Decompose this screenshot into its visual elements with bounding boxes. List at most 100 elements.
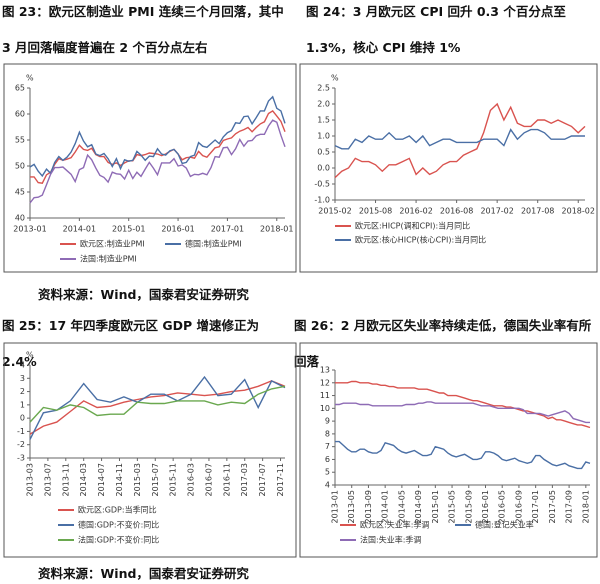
y-tick-label: 45 <box>15 188 25 197</box>
x-tick-label: 2014-03 <box>79 463 88 496</box>
y-tick-label: 65 <box>15 84 25 93</box>
x-tick-label: 2017-05 <box>548 490 557 523</box>
x-tick-label: 2013-01 <box>331 490 340 523</box>
x-tick-label: 2015-03 <box>133 463 142 496</box>
y-tick-label: 2.0 <box>317 100 330 109</box>
y-tick-label: 4 <box>20 361 25 370</box>
y-tick-label: -3 <box>17 454 25 463</box>
chart-frame <box>3 342 297 558</box>
x-tick-label: 2015-05 <box>448 490 457 523</box>
y-tick-label: 12 <box>320 378 330 387</box>
line-series <box>29 385 286 423</box>
y-tick-label: 1.0 <box>317 132 330 141</box>
y-tick-label: 40 <box>15 214 25 223</box>
line-series <box>29 95 286 178</box>
x-tick-label: 2014-09 <box>414 490 423 523</box>
x-tick-label: 2013-09 <box>364 490 373 523</box>
y-tick-label: 4 <box>325 481 330 490</box>
x-tick-label: 2014-11 <box>115 463 124 496</box>
y-tick-label: 60 <box>15 110 25 119</box>
x-tick-label: 2014-01 <box>381 490 390 523</box>
x-tick-label: 2015-01 <box>431 490 440 523</box>
line-series <box>335 440 591 470</box>
x-tick-label: 2016-08 <box>440 207 473 216</box>
x-tick-label: 2017-11 <box>276 463 285 496</box>
x-tick-label: 2016-07 <box>204 463 213 496</box>
y-tick-label: 55 <box>15 136 25 145</box>
y-tick-label: 8 <box>325 429 330 438</box>
legend-label: 德国:GDP:不变价:同比 <box>78 520 159 530</box>
x-tick-label: 2017-02 <box>480 207 513 216</box>
source-note: 资料来源：Wind，国泰君安证券研究 <box>38 566 249 581</box>
line-series <box>29 380 286 435</box>
y-unit: % <box>26 74 34 83</box>
x-tick-label: 2013-03 <box>26 463 35 496</box>
x-tick-label: 2017-08 <box>521 207 554 216</box>
x-tick-label: 2016-02 <box>399 207 432 216</box>
y-tick-label: -2 <box>17 440 25 449</box>
x-tick-label: 2015-08 <box>359 207 392 216</box>
x-tick-label: 2013-11 <box>61 463 70 496</box>
x-tick-label: 2014-07 <box>97 463 106 496</box>
x-tick-label: 2014-05 <box>397 490 406 523</box>
legend-label: 法国:制造业PMI <box>80 254 137 264</box>
y-tick-label: 50 <box>15 162 25 171</box>
x-tick-label: 2017-07 <box>258 463 267 496</box>
x-tick-label: 2017-01 <box>531 490 540 523</box>
legend-label: 欧元区:制造业PMI <box>80 239 145 249</box>
y-tick-label: 3 <box>20 374 25 383</box>
y-tick-label: -0.5 <box>314 180 330 189</box>
y-tick-label: 10 <box>320 404 330 413</box>
legend-label: 法国:失业率:季调 <box>360 535 421 545</box>
y-tick-label: -1 <box>17 427 25 436</box>
y-tick-label: 5 <box>325 468 330 477</box>
line-series <box>335 380 591 429</box>
x-tick-label: 2015-01 <box>112 225 145 234</box>
chart-frame <box>299 342 598 558</box>
line-series <box>334 128 585 150</box>
x-tick-label: 2016-05 <box>498 490 507 523</box>
y-tick-label: -1.0 <box>314 196 330 205</box>
x-tick-label: 2014-01 <box>63 225 96 234</box>
figure-caption: 图 24：3 月欧元区 CPI 回升 0.3 个百分点至 1.3%，核心 CPI… <box>306 4 566 55</box>
line-series <box>30 109 286 184</box>
y-tick-label: 9 <box>325 417 330 426</box>
x-tick-label: 2015-09 <box>464 490 473 523</box>
y-tick-label: 11 <box>320 391 330 400</box>
y-tick-label: 0.5 <box>317 148 330 157</box>
x-tick-label: 2013-01 <box>13 225 46 234</box>
x-tick-label: 2015-02 <box>318 207 351 216</box>
chart-frame <box>299 63 598 273</box>
x-tick-label: 2016-01 <box>161 225 194 234</box>
line-series <box>29 119 286 204</box>
x-tick-label: 2016-11 <box>222 463 231 496</box>
figure-caption: 图 23：欧元区制造业 PMI 连续三个月回落，其中 3 月回落幅度普遍在 2 … <box>2 4 284 55</box>
y-tick-label: 0.0 <box>317 164 330 173</box>
legend-label: 法国:GDP:不变价:同比 <box>78 535 159 545</box>
x-tick-label: 2017-01 <box>211 225 244 234</box>
chart-frame <box>3 63 297 273</box>
y-tick-label: 2.5 <box>317 84 330 93</box>
y-tick-label: 13 <box>320 366 330 375</box>
legend-label: 欧元区:失业率:季调 <box>360 520 429 530</box>
x-tick-label: 2018-02 <box>562 207 595 216</box>
x-tick-label: 2016-03 <box>187 463 196 496</box>
x-tick-label: 2017-03 <box>240 463 249 496</box>
x-tick-label: 2013-05 <box>347 490 356 523</box>
y-unit: % <box>26 351 34 360</box>
y-tick-label: 0 <box>20 414 25 423</box>
y-tick-label: 2 <box>20 387 25 396</box>
y-tick-label: 6 <box>325 455 330 464</box>
legend-label: 德国:制造业PMI <box>185 239 242 249</box>
x-tick-label: 2016-01 <box>481 490 490 523</box>
legend-label: 欧元区:HICP(调和CPI):当月同比 <box>355 221 470 231</box>
x-tick-label: 2015-07 <box>151 463 160 496</box>
source-note: 资料来源：Wind，国泰君安证券研究 <box>38 287 249 302</box>
y-tick-label: 1 <box>20 400 25 409</box>
line-series <box>335 401 590 424</box>
legend-label: 德国:登记失业率 <box>475 520 534 530</box>
x-tick-label: 2015-11 <box>169 463 178 496</box>
y-tick-label: 1.5 <box>317 116 330 125</box>
